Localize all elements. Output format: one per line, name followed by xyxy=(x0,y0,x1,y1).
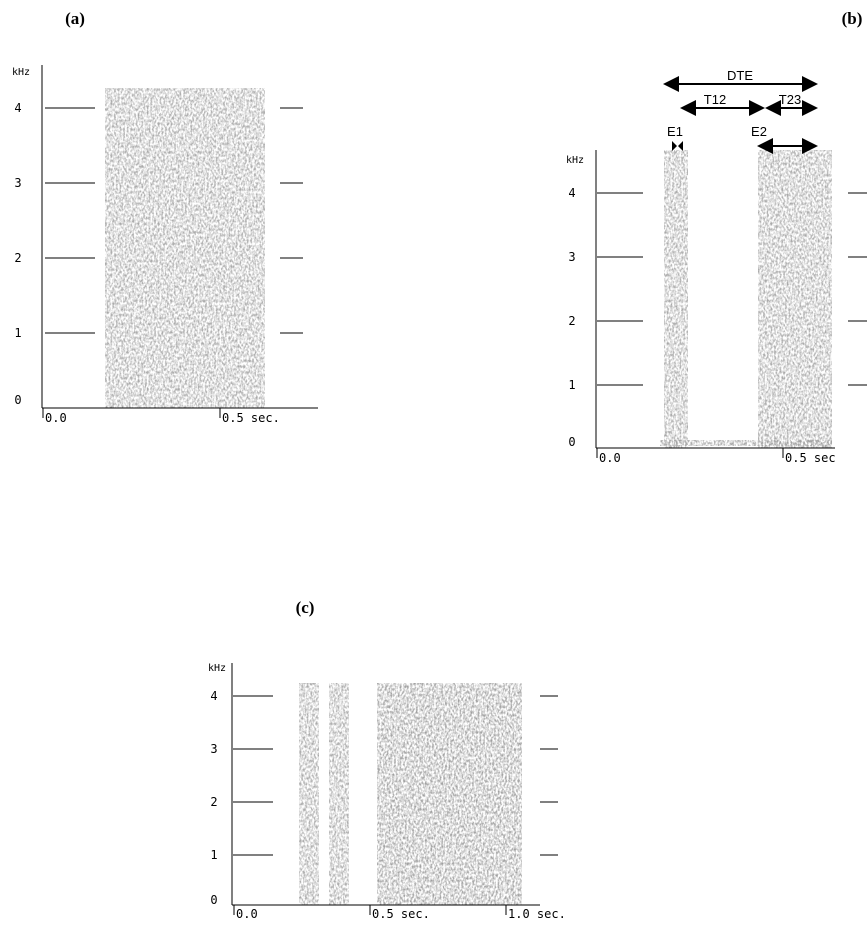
spectrogram xyxy=(758,150,832,448)
x-tick-label: 1.0 sec. xyxy=(508,907,566,921)
y-tick-label: 2 xyxy=(568,314,575,328)
y-tick-label: 4 xyxy=(568,186,575,200)
x-tick-label: 0.5 sec xyxy=(785,451,836,465)
x-tick-label: 0.0 xyxy=(45,411,67,425)
panel-label: (a) xyxy=(65,9,85,28)
y-tick-label: 1 xyxy=(568,378,575,392)
y-tick-label: 1 xyxy=(210,848,217,862)
y-unit: kHz xyxy=(566,155,584,166)
spectrogram xyxy=(329,683,349,905)
y-unit: kHz xyxy=(208,663,226,674)
spectrogram xyxy=(664,150,688,448)
y-tick-label: 1 xyxy=(14,326,21,340)
spectrogram xyxy=(299,683,319,905)
x-tick-label: 0.5 sec. xyxy=(372,907,430,921)
annotation: T23 xyxy=(779,92,801,107)
y-unit: kHz xyxy=(12,67,30,78)
y-tick-label: 3 xyxy=(14,176,21,190)
y-tick-label: 0 xyxy=(568,435,575,449)
y-tick-label: 2 xyxy=(14,251,21,265)
annotation: E2 xyxy=(751,124,767,139)
annotation: E1 xyxy=(667,124,683,139)
panel-label: (b) xyxy=(842,9,863,28)
spectrogram xyxy=(377,683,522,905)
x-tick-label: 0.0 xyxy=(599,451,621,465)
y-tick-label: 2 xyxy=(210,795,217,809)
y-tick-label: 4 xyxy=(14,101,21,115)
panel-label: (c) xyxy=(296,598,315,617)
y-tick-label: 3 xyxy=(568,250,575,264)
x-tick-label: 0.0 xyxy=(236,907,258,921)
y-tick-label: 0 xyxy=(210,893,217,907)
x-tick-label: 0.5 sec. xyxy=(222,411,280,425)
annotation: T12 xyxy=(704,92,726,107)
y-tick-label: 3 xyxy=(210,742,217,756)
annotation: DTE xyxy=(727,68,753,83)
y-tick-label: 0 xyxy=(14,393,21,407)
spectrogram xyxy=(660,440,832,446)
arrow xyxy=(672,141,683,151)
spectrogram xyxy=(105,88,265,408)
y-tick-label: 4 xyxy=(210,689,217,703)
